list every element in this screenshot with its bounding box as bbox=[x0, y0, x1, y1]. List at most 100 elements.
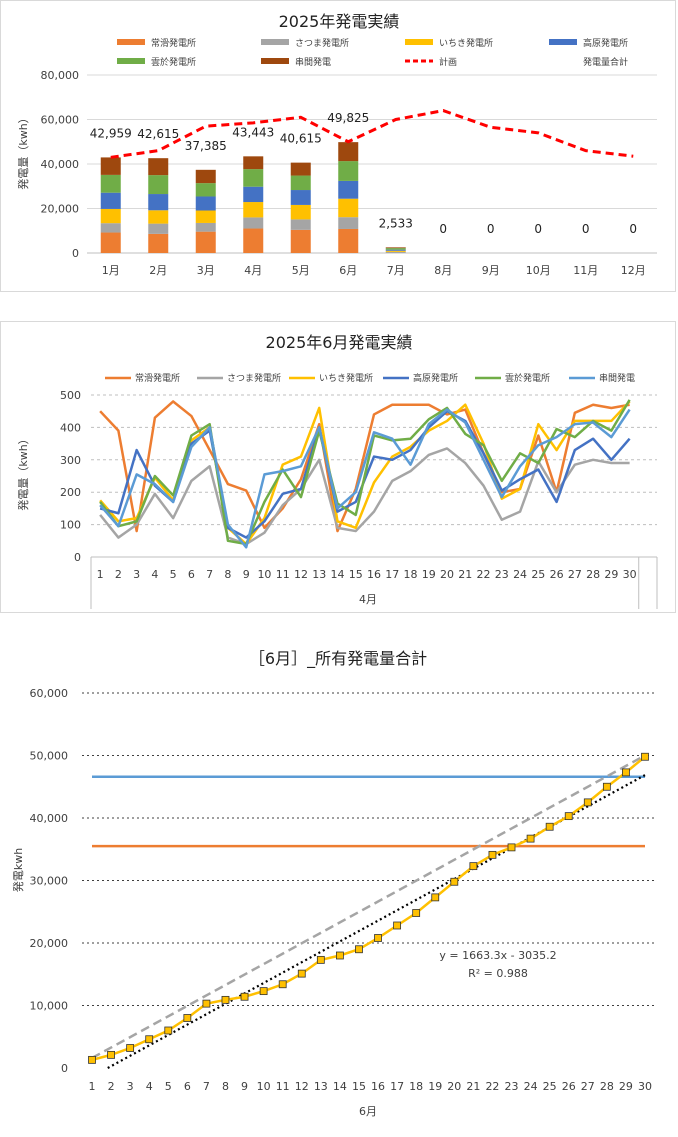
legend-swatch bbox=[117, 39, 145, 45]
bar-segment bbox=[195, 196, 216, 211]
x-tick-label: 3 bbox=[127, 1080, 134, 1093]
cumulative-line-chart: ［6月］_所有発電量合計 発電kwh 6月 0 10,000 20,000 30,00… bbox=[11, 649, 654, 1118]
bar-segment bbox=[385, 251, 406, 253]
cumulative-marker bbox=[583, 798, 592, 807]
x-tick-label: 20 bbox=[447, 1080, 461, 1093]
cumulative-marker bbox=[641, 752, 649, 761]
legend-label: 発電量合計 bbox=[583, 56, 628, 68]
x-tick-label: 10 bbox=[257, 1080, 271, 1093]
total-data-label: 42,959 bbox=[90, 126, 132, 140]
x-tick-label: 26 bbox=[562, 1080, 576, 1093]
bar-segment bbox=[148, 175, 169, 195]
x-group-label: 4月 bbox=[359, 593, 377, 606]
x-tick-label: 15 bbox=[352, 1080, 366, 1093]
trendline-r2: R² = 0.988 bbox=[468, 967, 528, 980]
plan-line bbox=[110, 109, 634, 159]
x-tick-label: 4 bbox=[146, 1080, 153, 1093]
bar-segment bbox=[338, 228, 359, 253]
cumulative-marker bbox=[316, 955, 325, 964]
y-tick-label: 300 bbox=[60, 454, 81, 467]
x-tick-label: 8 bbox=[222, 1080, 229, 1093]
cumulative-marker bbox=[202, 999, 211, 1008]
x-tick-label: 29 bbox=[619, 1080, 633, 1093]
y-axis-label: 発電量（kwh） bbox=[16, 112, 30, 189]
cumulative-marker bbox=[469, 862, 478, 871]
legend-label: 計画 bbox=[439, 56, 457, 68]
cumulative-marker bbox=[88, 1055, 96, 1064]
bar-segment bbox=[243, 217, 264, 229]
total-data-label: 42,615 bbox=[137, 127, 179, 141]
chart-title: 2025年発電実績 bbox=[279, 12, 400, 31]
legend-label: さつま発電所 bbox=[227, 372, 281, 384]
bar-segment bbox=[195, 169, 216, 184]
bar-segment bbox=[100, 174, 121, 193]
x-tick-label: 21 bbox=[458, 568, 472, 581]
x-tick-label: 10月 bbox=[526, 264, 551, 277]
x-tick-label: 13 bbox=[312, 568, 326, 581]
bar-segment bbox=[243, 202, 264, 218]
x-tick-label: 24 bbox=[524, 1080, 538, 1093]
cumulative-marker bbox=[107, 1050, 115, 1059]
bar-segment bbox=[290, 204, 311, 220]
bar-segment bbox=[385, 247, 406, 249]
bar-segment bbox=[100, 223, 121, 233]
x-tick-label: 9 bbox=[241, 1080, 248, 1093]
x-tick-label: 23 bbox=[505, 1080, 519, 1093]
monthly-stacked-bar-chart: 2025年発電実績 発電量（kwh） 0 20,000 40,000 60,000 80… bbox=[16, 12, 657, 277]
cumulative-marker bbox=[412, 909, 421, 917]
total-data-label: 2,533 bbox=[379, 216, 413, 230]
chart-title: ［6月］_所有発電量合計 bbox=[249, 649, 427, 669]
x-tick-label: 1月 bbox=[102, 264, 120, 277]
bar-segment bbox=[243, 228, 264, 253]
x-tick-label: 29 bbox=[604, 568, 618, 581]
x-tick-label: 5 bbox=[165, 1080, 172, 1093]
cumulative-marker bbox=[602, 782, 611, 791]
cumulative-marker bbox=[221, 995, 230, 1004]
y-tick-label: 100 bbox=[60, 519, 81, 532]
x-tick-label: 10 bbox=[257, 568, 271, 581]
series-line bbox=[99, 408, 631, 549]
cumulative-marker bbox=[145, 1035, 154, 1044]
x-tick-label: 14 bbox=[330, 568, 344, 581]
total-data-label: 37,385 bbox=[185, 139, 227, 153]
x-tick-label: 25 bbox=[543, 1080, 557, 1093]
total-data-label: 0 bbox=[534, 222, 542, 236]
trendline-equation: y = 1663.3x - 3035.2 bbox=[439, 949, 556, 962]
x-tick-label: 27 bbox=[568, 568, 582, 581]
legend-label: いちき発電所 bbox=[439, 37, 493, 49]
bar-segment bbox=[100, 232, 121, 253]
cumulative-marker bbox=[450, 877, 459, 886]
legend-swatch bbox=[405, 39, 433, 45]
y-tick-label: 10,000 bbox=[30, 1000, 69, 1013]
x-tick-label: 26 bbox=[550, 568, 564, 581]
x-tick-label: 2月 bbox=[149, 264, 167, 277]
bar-segment bbox=[148, 233, 169, 253]
bar-segment bbox=[290, 162, 311, 176]
cumulative-marker bbox=[297, 969, 306, 978]
legend-label: 雲於発電所 bbox=[151, 56, 196, 68]
y-tick-label: 400 bbox=[60, 421, 81, 434]
x-tick-label: 22 bbox=[485, 1080, 499, 1093]
bar-segment bbox=[243, 169, 264, 187]
x-tick-label: 7 bbox=[206, 568, 213, 581]
x-axis-label: 6月 bbox=[359, 1105, 377, 1118]
y-tick-label: 500 bbox=[60, 389, 81, 402]
x-tick-label: 16 bbox=[367, 568, 381, 581]
bar-segment bbox=[290, 219, 311, 230]
bar-segment bbox=[195, 222, 216, 232]
bar-segment bbox=[243, 156, 264, 170]
legend-label: 高原発電所 bbox=[413, 372, 458, 384]
y-tick-label: 20,000 bbox=[41, 203, 80, 216]
legend-label: 常滑発電所 bbox=[135, 372, 180, 384]
x-tick-label: 2 bbox=[115, 568, 122, 581]
bar-segment bbox=[148, 158, 169, 176]
cumulative-marker bbox=[259, 987, 268, 996]
total-data-label: 0 bbox=[629, 222, 637, 236]
cumulative-marker bbox=[164, 1026, 173, 1035]
y-tick-label: 0 bbox=[72, 247, 79, 260]
x-tick-label: 11 bbox=[276, 1080, 290, 1093]
bar-segment bbox=[338, 217, 359, 229]
x-tick-label: 1 bbox=[89, 1080, 96, 1093]
y-axis-label: 発電量（kwh） bbox=[16, 433, 30, 510]
chart-title: 2025年6月発電実績 bbox=[266, 333, 413, 352]
